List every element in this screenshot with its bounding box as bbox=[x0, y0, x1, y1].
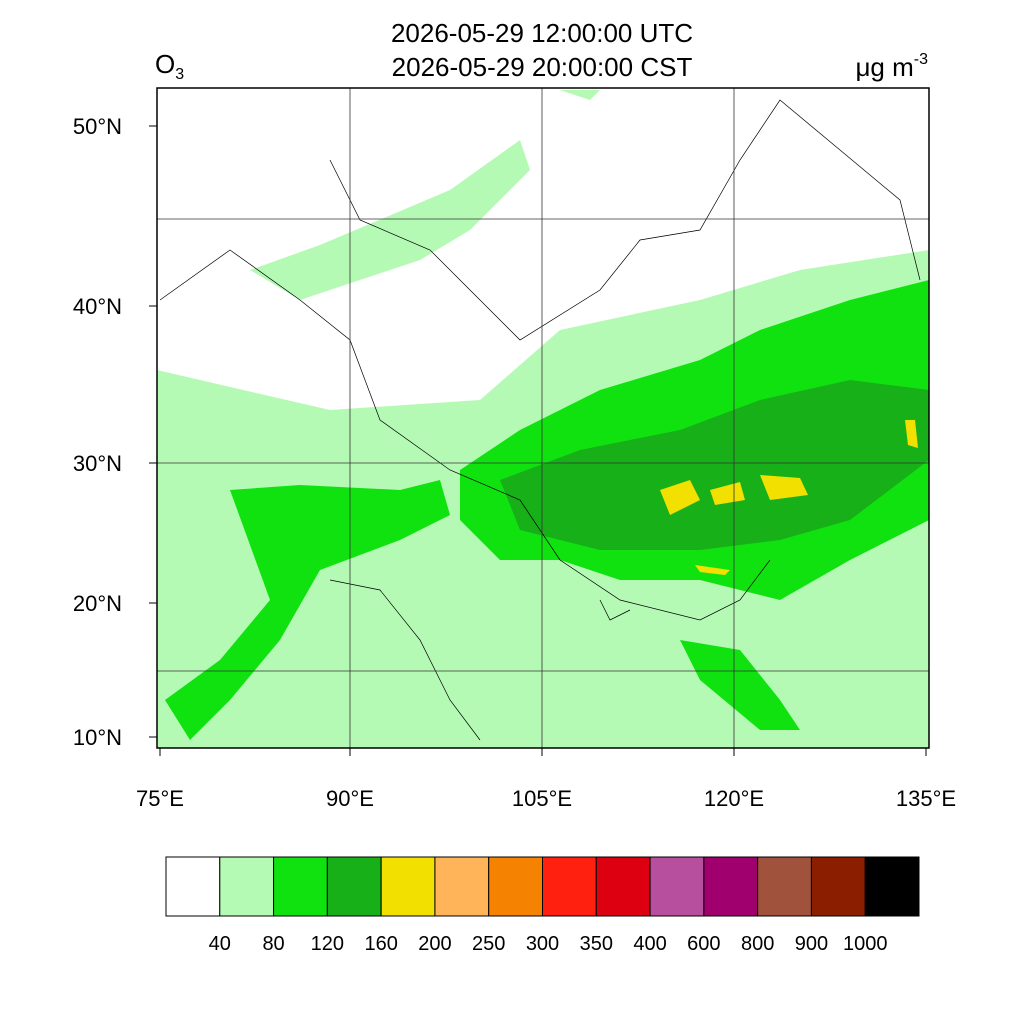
map-frame bbox=[156, 87, 930, 749]
colorbar-box bbox=[219, 856, 275, 917]
lon-tick-label: 75°E bbox=[136, 786, 184, 811]
colorbar: 40 80 120 160 200 250 300 350 400 600 800 900 1000 bbox=[165, 856, 920, 955]
colorbar-label: 160 bbox=[364, 933, 397, 955]
colorbar-label: 300 bbox=[526, 933, 559, 955]
colorbar-label: 120 bbox=[311, 933, 344, 955]
lon-tick-label: 135°E bbox=[896, 786, 956, 811]
colorbar-box bbox=[434, 856, 490, 917]
colorbar-box bbox=[165, 856, 221, 917]
lon-tick-label: 105°E bbox=[512, 786, 572, 811]
units-exponent: -3 bbox=[914, 51, 928, 68]
grid: 50°N 40°N 30°N 20°N 10°N 75°E 90°E 105°E 120°E 13… bbox=[73, 88, 956, 811]
lat-tick-label: 10°N bbox=[73, 725, 122, 750]
variable: O bbox=[155, 49, 175, 79]
colorbar-label: 80 bbox=[262, 933, 284, 955]
title-utc: 2026-05-29 12:00:00 UTC bbox=[391, 18, 693, 48]
lat-tick-label: 20°N bbox=[73, 591, 122, 616]
colorbar-box bbox=[757, 856, 812, 917]
units: μg m bbox=[855, 52, 913, 82]
colorbar-box bbox=[542, 856, 597, 917]
colorbar-box bbox=[649, 856, 705, 917]
colorbar-label: 900 bbox=[795, 933, 828, 955]
variable-label: O3 bbox=[155, 49, 184, 83]
lat-tick-label: 40°N bbox=[73, 294, 122, 319]
colorbar-label: 40 bbox=[209, 933, 231, 955]
colorbar-box bbox=[326, 856, 382, 917]
map-area: 50°N 40°N 30°N 20°N 10°N 75°E 90°E 105°E 120°E 13… bbox=[73, 87, 956, 811]
colorbar-label: 200 bbox=[418, 933, 451, 955]
colorbar-box bbox=[273, 856, 328, 917]
colorbar-label: 250 bbox=[472, 933, 505, 955]
variable-subscript: 3 bbox=[175, 66, 184, 83]
colorbar-label: 1000 bbox=[843, 933, 888, 955]
units-label: μg m-3 bbox=[855, 51, 928, 82]
colorbar-box bbox=[488, 856, 544, 917]
colorbar-box bbox=[703, 856, 759, 917]
lat-tick-label: 50°N bbox=[73, 114, 122, 139]
colorbar-box bbox=[595, 856, 651, 917]
colorbar-label: 350 bbox=[580, 933, 613, 955]
title-local: 2026-05-29 20:00:00 CST bbox=[392, 52, 693, 82]
colorbar-box bbox=[380, 856, 436, 917]
colorbar-box bbox=[810, 856, 866, 917]
lon-tick-label: 90°E bbox=[326, 786, 374, 811]
colorbar-box bbox=[864, 856, 920, 917]
colorbar-label: 400 bbox=[633, 933, 666, 955]
lat-tick-label: 30°N bbox=[73, 451, 122, 476]
colorbar-label: 600 bbox=[687, 933, 720, 955]
colorbar-label: 800 bbox=[741, 933, 774, 955]
lon-tick-label: 120°E bbox=[704, 786, 764, 811]
